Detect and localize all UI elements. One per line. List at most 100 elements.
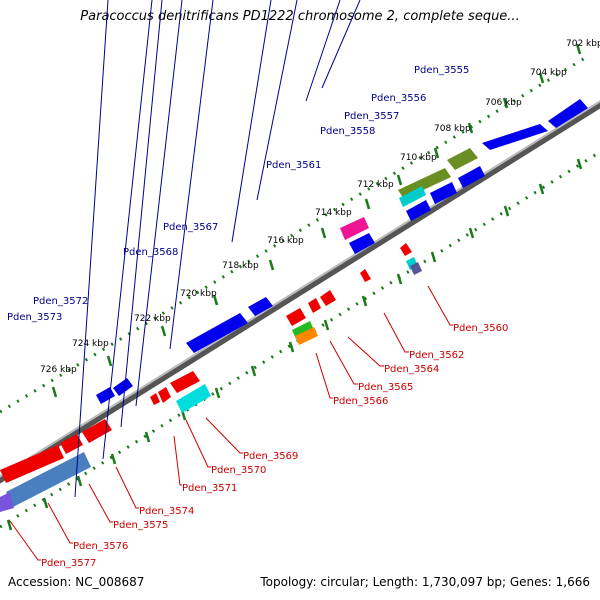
callout-line xyxy=(329,340,358,385)
gene-arrow[interactable] xyxy=(349,233,375,254)
gene-label-lower[interactable]: Pden_3571 xyxy=(182,483,237,494)
callout-line xyxy=(315,352,333,399)
ruler-tick-mark xyxy=(430,251,437,263)
gene-arrow[interactable] xyxy=(295,327,318,345)
gene-label-lower[interactable]: Pden_3576 xyxy=(73,541,128,552)
ruler-tick-mark xyxy=(364,198,371,210)
gene-arrow-pden-3570[interactable] xyxy=(170,371,200,393)
callout-line xyxy=(427,285,453,326)
ruler-tick-label: 718 kbp xyxy=(222,261,259,271)
ruler-ticks: 702 kbp 704 kbp 706 kbp 708 kbp 710 kbp 712 k… xyxy=(6,39,600,531)
gene-arrow-pden-3564[interactable] xyxy=(320,290,336,306)
ruler-tick-mark xyxy=(76,475,83,487)
topology-summary: Topology: circular; Length: 1,730,097 bp… xyxy=(260,575,590,589)
ruler-tick-mark xyxy=(144,431,151,443)
lower-strand-genes xyxy=(0,243,422,512)
accession-label: Accession: NC_008687 xyxy=(8,575,145,589)
gene-label-upper[interactable]: Pden_3568 xyxy=(123,247,178,258)
ruler-tick-mark xyxy=(502,97,509,109)
ruler-tick-mark xyxy=(212,294,219,306)
gene-arrow-pden-3573[interactable] xyxy=(96,387,115,404)
ruler-tick-mark xyxy=(396,174,403,186)
ruler-tick-mark xyxy=(110,453,117,465)
ruler-tick-mark xyxy=(250,365,257,377)
gene-label-lower[interactable]: Pden_3569 xyxy=(243,451,298,462)
gene-arrow-pden-3565[interactable] xyxy=(308,298,321,313)
ruler-tick-mark xyxy=(468,227,475,239)
gene-arrow-pden-3558[interactable] xyxy=(399,186,426,207)
gene-label-upper[interactable]: Pden_3572 xyxy=(33,296,88,307)
gene-label-upper[interactable]: Pden_3561 xyxy=(266,160,321,171)
ruler-tick-mark xyxy=(576,158,583,170)
ruler-tick-label: 714 kbp xyxy=(315,208,352,218)
ruler-tick-mark xyxy=(160,325,167,337)
gene-label-upper[interactable]: Pden_3573 xyxy=(7,312,62,323)
gene-label-lower[interactable]: Pden_3577 xyxy=(41,558,96,569)
gene-arrow[interactable] xyxy=(410,262,422,275)
gene-arrow-pden-3557[interactable] xyxy=(398,168,451,199)
gene-arrow-pden-3571[interactable] xyxy=(158,387,171,403)
gene-label-lower[interactable]: Pden_3570 xyxy=(211,465,266,476)
callout-line xyxy=(231,0,272,243)
gene-arrow[interactable] xyxy=(60,434,83,454)
ruler-tick-label: 704 kbp xyxy=(530,68,567,78)
gene-arrow[interactable] xyxy=(458,166,485,188)
gene-label-upper[interactable]: Pden_3555 xyxy=(414,65,469,76)
gene-arrow-pden-3568[interactable] xyxy=(186,313,248,353)
chromosome-backbone xyxy=(0,100,600,484)
ruler-tick-mark xyxy=(396,273,403,285)
gene-label-lower[interactable]: Pden_3562 xyxy=(409,350,464,361)
ruler-tick-label: 706 kbp xyxy=(485,98,522,108)
callout-line xyxy=(305,0,341,102)
upper-ruler-line xyxy=(0,53,591,414)
gene-arrow-pden-3556[interactable] xyxy=(447,148,478,170)
gene-label-upper[interactable]: Pden_3556 xyxy=(371,93,426,104)
gene-arrow-pden-3575[interactable] xyxy=(0,445,64,483)
gene-arrow-pden-3569[interactable] xyxy=(176,384,211,413)
gene-arrow[interactable] xyxy=(548,99,588,128)
ruler-tick-mark xyxy=(575,43,582,55)
gene-label-lower[interactable]: Pden_3565 xyxy=(358,382,413,393)
gene-label-lower[interactable]: Pden_3564 xyxy=(384,364,439,375)
ruler-tick-label: 712 kbp xyxy=(357,180,394,190)
gene-arrow-pden-3576[interactable] xyxy=(6,452,91,507)
ruler-tick-mark xyxy=(538,183,545,195)
gene-arrow-pden-3562[interactable] xyxy=(360,269,371,282)
gene-arrow-pden-3572[interactable] xyxy=(113,378,133,396)
gene-arrow-pden-3577[interactable] xyxy=(0,492,14,512)
gene-label-lower[interactable]: Pden_3560 xyxy=(453,323,508,334)
ruler-tick-mark xyxy=(6,519,13,531)
gene-label-lower[interactable]: Pden_3574 xyxy=(139,506,194,517)
gene-arrow-pden-3567[interactable] xyxy=(248,297,273,316)
callout-line xyxy=(256,0,298,201)
gene-arrow[interactable] xyxy=(482,124,548,150)
callout-line xyxy=(120,0,163,428)
gene-arrow[interactable] xyxy=(150,393,160,405)
gene-arrow-pden-3560[interactable] xyxy=(400,243,412,256)
gene-arrow-pden-3566[interactable] xyxy=(292,321,314,339)
gene-arrow-pden-3574[interactable] xyxy=(82,419,112,443)
gene-label-lower[interactable]: Pden_3575 xyxy=(113,520,168,531)
ruler-tick-mark xyxy=(51,386,58,398)
gene-arrow[interactable] xyxy=(286,308,306,326)
gene-label-lower[interactable]: Pden_3566 xyxy=(333,396,388,407)
ruler-tick-mark xyxy=(433,147,440,159)
gene-arrow-pden-3561[interactable] xyxy=(340,217,369,240)
lower-gene-callouts: Pden_3560 Pden_3562 Pden_3564 Pden_3565 Pden… xyxy=(9,285,508,569)
ruler-tick-label: 710 kbp xyxy=(400,153,437,163)
ruler-tick-label: 720 kbp xyxy=(180,289,217,299)
ruler-tick-mark xyxy=(320,227,327,239)
gene-arrow[interactable] xyxy=(406,200,431,221)
callout-line xyxy=(383,312,409,353)
callout-line xyxy=(9,520,41,561)
gene-label-upper[interactable]: Pden_3558 xyxy=(320,126,375,137)
callout-line xyxy=(185,419,211,468)
gene-label-upper[interactable]: Pden_3557 xyxy=(344,111,399,122)
chromosome-backbone-highlight xyxy=(0,100,600,478)
ruler-tick-mark xyxy=(323,319,330,331)
map-title: Paracoccus denitrificans PD1222 chromoso… xyxy=(80,9,520,24)
gene-arrow[interactable] xyxy=(430,182,457,204)
gene-label-upper[interactable]: Pden_3567 xyxy=(163,222,218,233)
callout-line xyxy=(115,466,139,509)
ruler-tick-mark xyxy=(538,72,545,84)
